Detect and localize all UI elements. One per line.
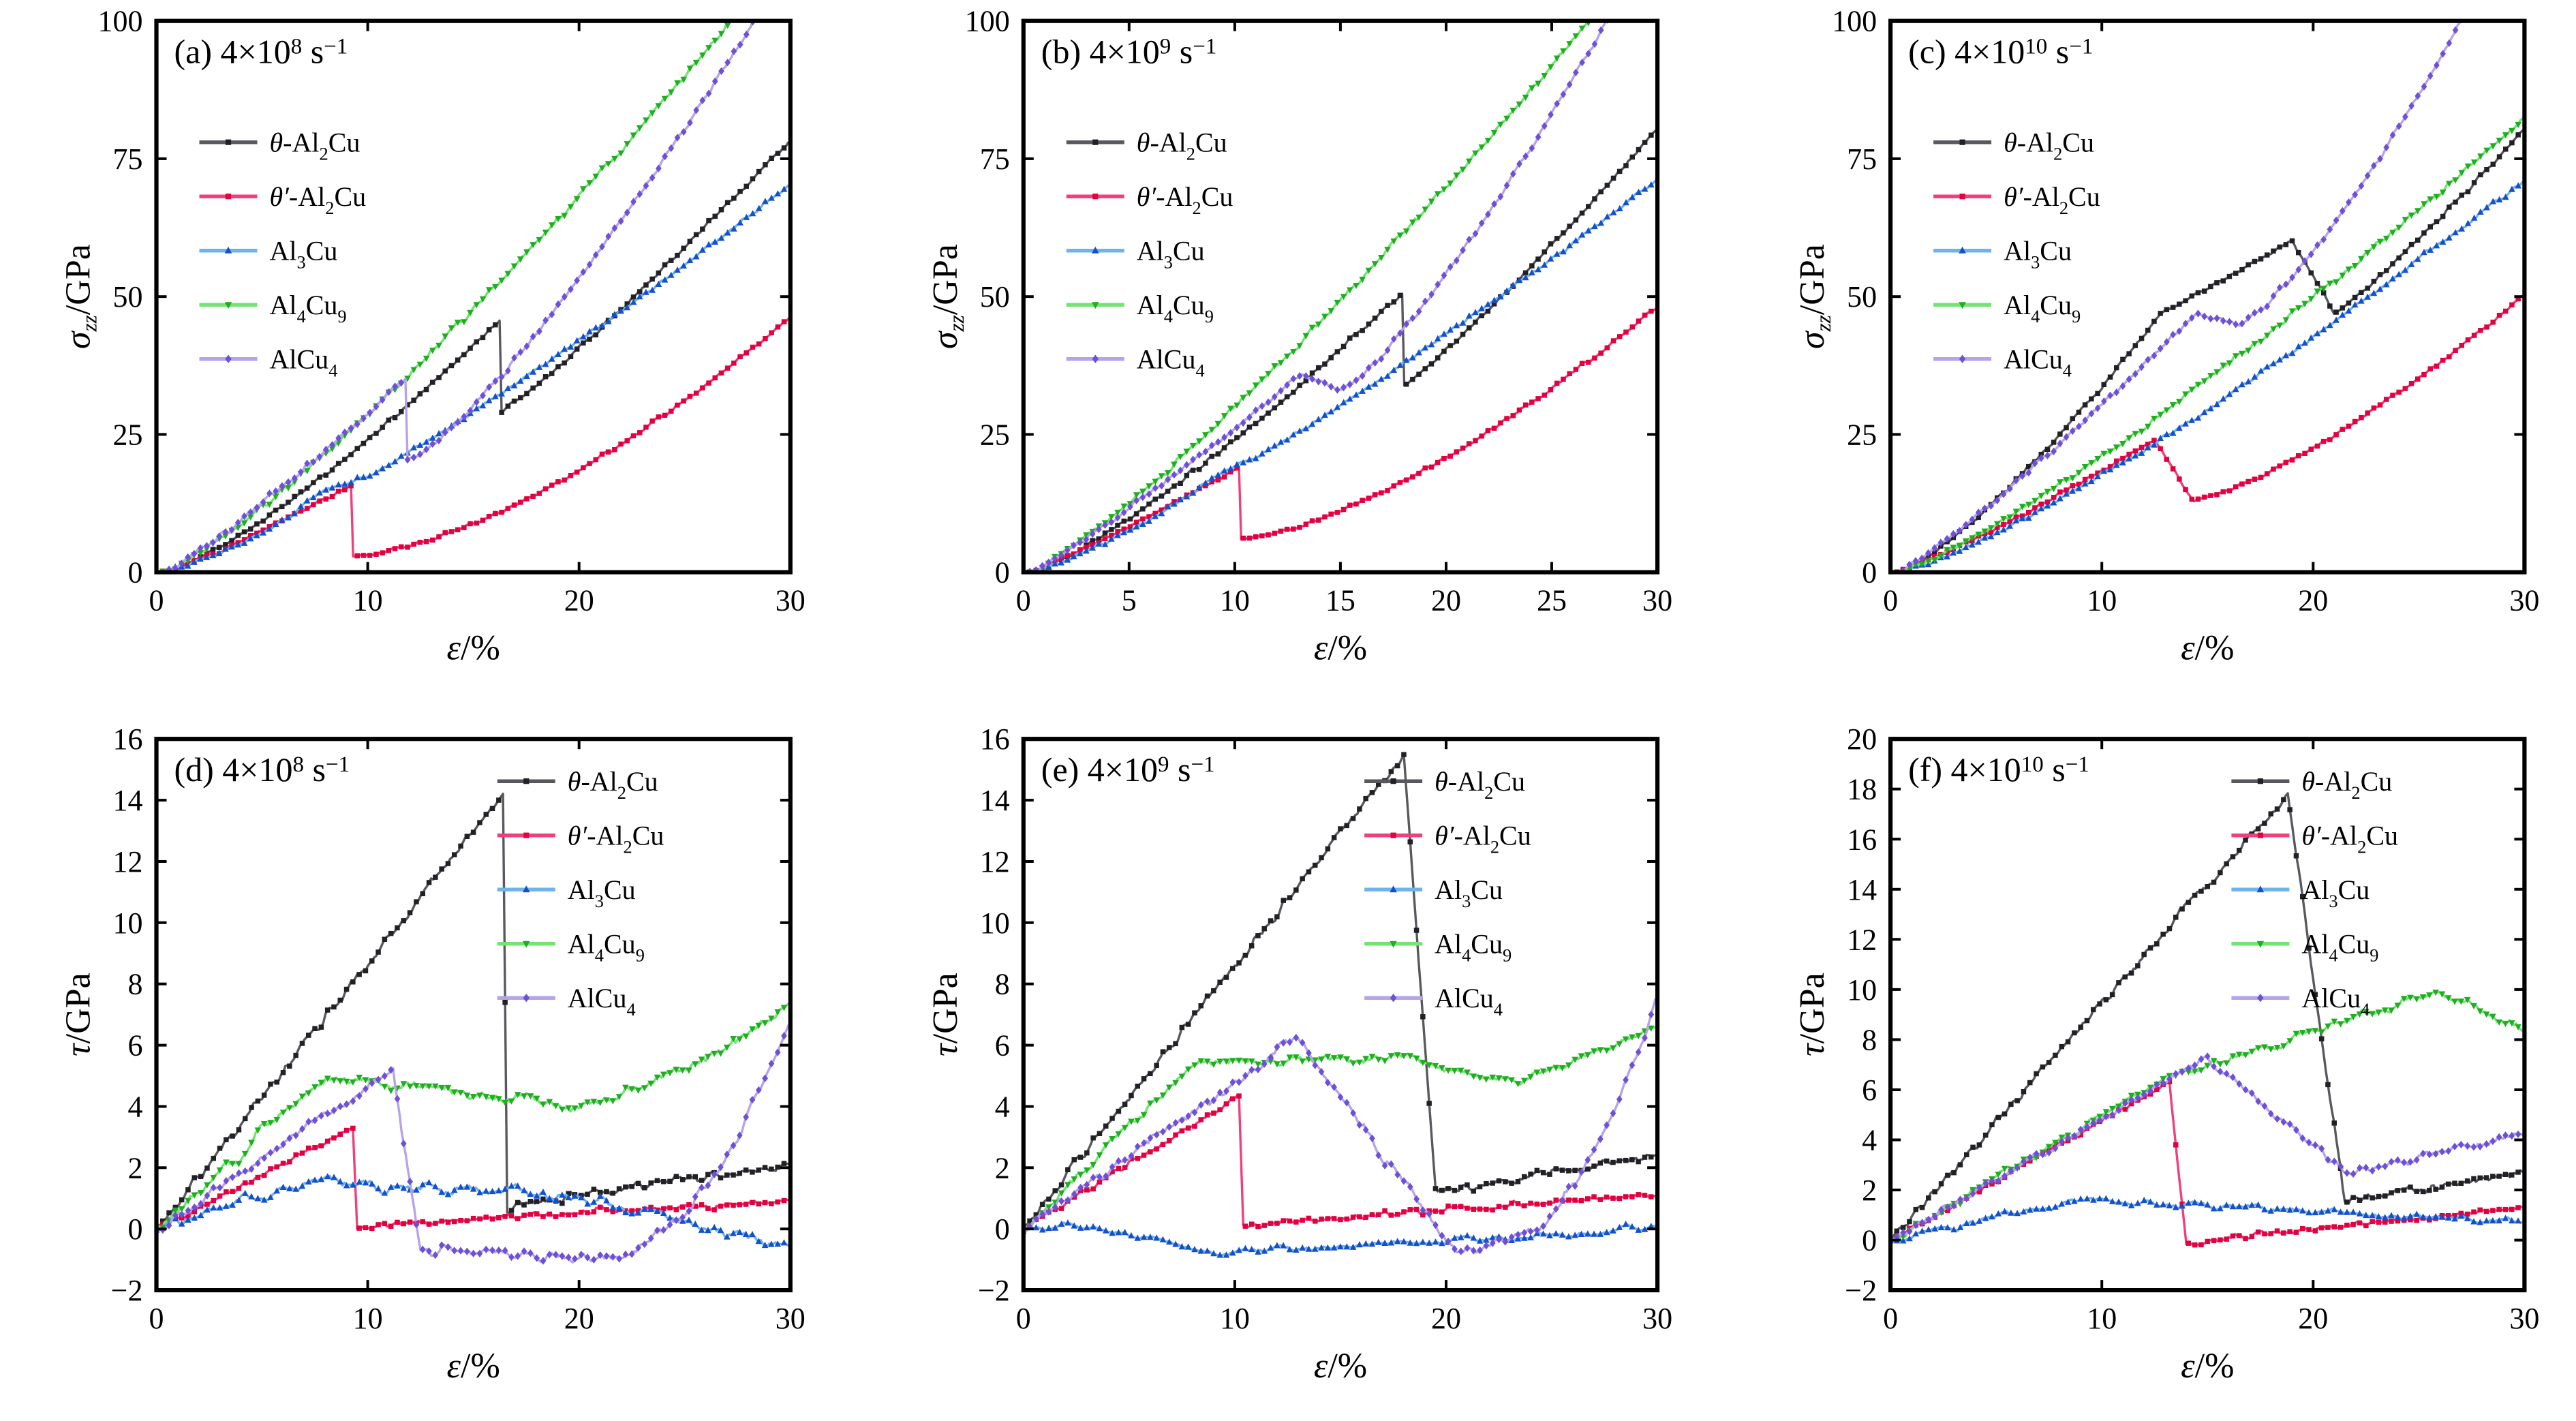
svg-text:10: 10	[1847, 973, 1877, 1007]
svg-text:8: 8	[128, 968, 143, 1001]
svg-text:30: 30	[2509, 584, 2539, 617]
svg-text:20: 20	[1847, 722, 1877, 756]
svg-text:0: 0	[1862, 556, 1877, 590]
svg-text:6: 6	[995, 1029, 1010, 1063]
svg-text:100: 100	[98, 5, 143, 38]
svg-text:ε/%: ε/%	[2181, 629, 2234, 668]
svg-text:ε/%: ε/%	[447, 1347, 500, 1386]
svg-text:ε/%: ε/%	[2181, 1347, 2234, 1386]
svg-text:0: 0	[995, 1212, 1010, 1246]
svg-text:100: 100	[1832, 5, 1877, 38]
svg-text:σzz/GPa: σzz/GPa	[1793, 244, 1835, 349]
svg-text:20: 20	[564, 584, 594, 617]
svg-text:30: 30	[776, 584, 806, 617]
svg-text:16: 16	[1847, 823, 1877, 856]
svg-text:2: 2	[1862, 1174, 1877, 1207]
svg-text:25: 25	[1847, 418, 1877, 451]
svg-text:8: 8	[1862, 1023, 1877, 1056]
svg-text:ε/%: ε/%	[1314, 629, 1367, 668]
svg-text:(e) 4×109 s−1: (e) 4×109 s−1	[1041, 750, 1215, 789]
svg-text:−2: −2	[978, 1274, 1010, 1307]
svg-text:12: 12	[1847, 923, 1877, 956]
svg-text:30: 30	[1642, 1302, 1672, 1335]
svg-text:14: 14	[1847, 873, 1877, 906]
svg-text:8: 8	[995, 968, 1010, 1001]
svg-text:12: 12	[113, 845, 143, 878]
svg-text:(c) 4×1010 s−1: (c) 4×1010 s−1	[1908, 33, 2093, 71]
svg-text:5: 5	[1122, 584, 1137, 617]
svg-text:10: 10	[353, 1302, 383, 1335]
svg-text:4: 4	[995, 1090, 1010, 1124]
svg-text:(a) 4×108 s−1: (a) 4×108 s−1	[174, 33, 348, 71]
svg-text:10: 10	[980, 906, 1010, 940]
svg-text:30: 30	[2509, 1302, 2539, 1335]
svg-text:75: 75	[113, 142, 143, 176]
svg-text:100: 100	[965, 5, 1010, 38]
svg-text:10: 10	[2087, 1302, 2117, 1335]
svg-text:20: 20	[1431, 1302, 1461, 1335]
svg-text:ε/%: ε/%	[447, 629, 500, 668]
svg-text:50: 50	[1847, 280, 1877, 314]
svg-text:25: 25	[1537, 584, 1567, 617]
svg-text:4: 4	[128, 1090, 143, 1124]
svg-text:16: 16	[980, 722, 1010, 756]
svg-text:τ/GPa: τ/GPa	[926, 973, 965, 1056]
svg-text:30: 30	[776, 1302, 806, 1335]
svg-text:20: 20	[564, 1302, 594, 1335]
svg-text:τ/GPa: τ/GPa	[1793, 973, 1832, 1056]
svg-text:2: 2	[995, 1151, 1010, 1185]
svg-text:σzz/GPa: σzz/GPa	[59, 244, 102, 349]
svg-text:25: 25	[980, 418, 1010, 451]
svg-text:6: 6	[128, 1029, 143, 1063]
svg-text:0: 0	[149, 1302, 164, 1335]
svg-text:10: 10	[1220, 1302, 1250, 1335]
svg-text:16: 16	[113, 722, 143, 756]
svg-text:10: 10	[2087, 584, 2117, 617]
svg-text:0: 0	[1883, 1302, 1898, 1335]
svg-text:0: 0	[1883, 584, 1898, 617]
svg-text:10: 10	[113, 906, 143, 940]
svg-text:10: 10	[353, 584, 383, 617]
svg-text:6: 6	[1862, 1073, 1877, 1107]
svg-text:ε/%: ε/%	[1314, 1347, 1367, 1386]
svg-text:50: 50	[113, 280, 143, 314]
svg-text:0: 0	[128, 556, 143, 590]
svg-text:14: 14	[113, 784, 143, 817]
svg-text:0: 0	[995, 556, 1010, 590]
svg-text:−2: −2	[111, 1274, 143, 1307]
svg-text:(b) 4×109 s−1: (b) 4×109 s−1	[1041, 33, 1217, 71]
svg-text:−2: −2	[1845, 1274, 1877, 1307]
svg-text:(d) 4×108 s−1: (d) 4×108 s−1	[174, 750, 350, 789]
svg-text:20: 20	[1431, 584, 1461, 617]
svg-text:20: 20	[2298, 584, 2328, 617]
svg-text:0: 0	[1016, 584, 1031, 617]
svg-text:4: 4	[1862, 1124, 1877, 1157]
svg-text:0: 0	[149, 584, 164, 617]
svg-text:18: 18	[1847, 773, 1877, 806]
svg-text:50: 50	[980, 280, 1010, 314]
svg-text:15: 15	[1325, 584, 1355, 617]
svg-text:75: 75	[1847, 142, 1877, 176]
svg-text:0: 0	[128, 1212, 143, 1246]
svg-text:14: 14	[980, 784, 1010, 817]
svg-text:30: 30	[1642, 584, 1672, 617]
svg-text:2: 2	[128, 1151, 143, 1185]
svg-text:10: 10	[1220, 584, 1250, 617]
svg-text:σzz/GPa: σzz/GPa	[926, 244, 968, 349]
svg-text:τ/GPa: τ/GPa	[59, 973, 98, 1056]
svg-text:12: 12	[980, 845, 1010, 878]
svg-text:25: 25	[113, 418, 143, 451]
svg-text:75: 75	[980, 142, 1010, 176]
svg-text:0: 0	[1016, 1302, 1031, 1335]
svg-text:20: 20	[2298, 1302, 2328, 1335]
svg-text:(f) 4×1010 s−1: (f) 4×1010 s−1	[1908, 750, 2089, 789]
svg-text:0: 0	[1862, 1224, 1877, 1257]
